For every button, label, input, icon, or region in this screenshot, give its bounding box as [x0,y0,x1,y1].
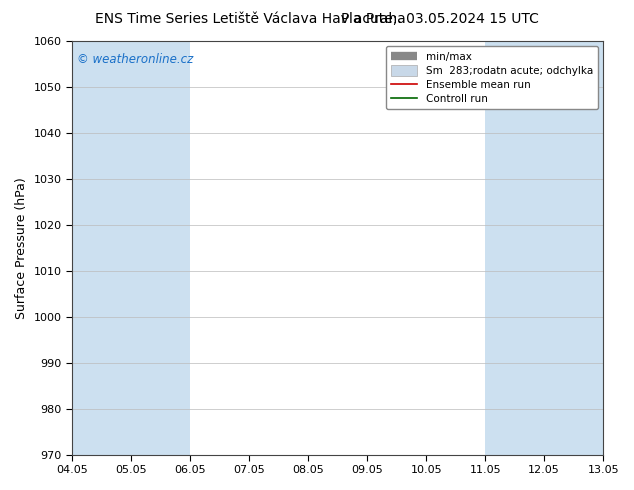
Text: P acute;. 03.05.2024 15 UTC: P acute;. 03.05.2024 15 UTC [341,12,539,26]
Legend: min/max, Sm  283;rodatn acute; odchylka, Ensemble mean run, Controll run: min/max, Sm 283;rodatn acute; odchylka, … [386,46,598,109]
Bar [485,41,603,455]
Bar [72,41,190,455]
Text: ENS Time Series Letiště Václava Havla Praha: ENS Time Series Letiště Václava Havla Pr… [95,12,406,26]
Text: © weatheronline.cz: © weatheronline.cz [77,53,193,67]
Y-axis label: Surface Pressure (hPa): Surface Pressure (hPa) [15,177,28,318]
